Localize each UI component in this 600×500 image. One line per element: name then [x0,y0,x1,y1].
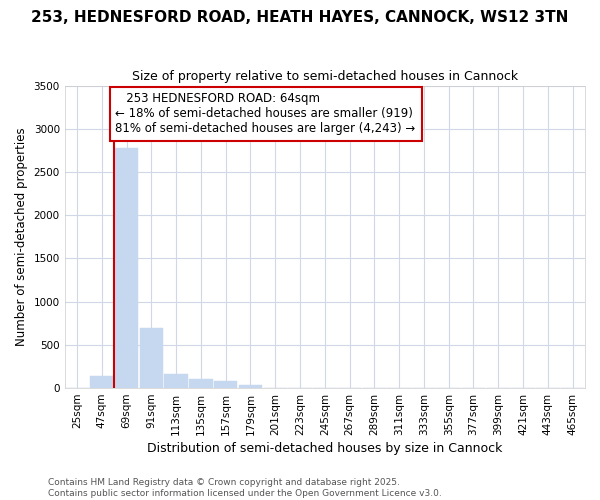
Bar [140,328,163,388]
Text: 253 HEDNESFORD ROAD: 64sqm
← 18% of semi-detached houses are smaller (919)
81% o: 253 HEDNESFORD ROAD: 64sqm ← 18% of semi… [115,92,416,136]
Bar [239,384,262,388]
Text: Contains HM Land Registry data © Crown copyright and database right 2025.
Contai: Contains HM Land Registry data © Crown c… [48,478,442,498]
Bar [164,374,188,388]
Bar [189,380,213,388]
X-axis label: Distribution of semi-detached houses by size in Cannock: Distribution of semi-detached houses by … [147,442,503,455]
Title: Size of property relative to semi-detached houses in Cannock: Size of property relative to semi-detach… [132,70,518,83]
Y-axis label: Number of semi-detached properties: Number of semi-detached properties [15,128,28,346]
Bar [214,381,238,388]
Bar [115,148,139,388]
Bar [90,376,113,388]
Text: 253, HEDNESFORD ROAD, HEATH HAYES, CANNOCK, WS12 3TN: 253, HEDNESFORD ROAD, HEATH HAYES, CANNO… [31,10,569,25]
